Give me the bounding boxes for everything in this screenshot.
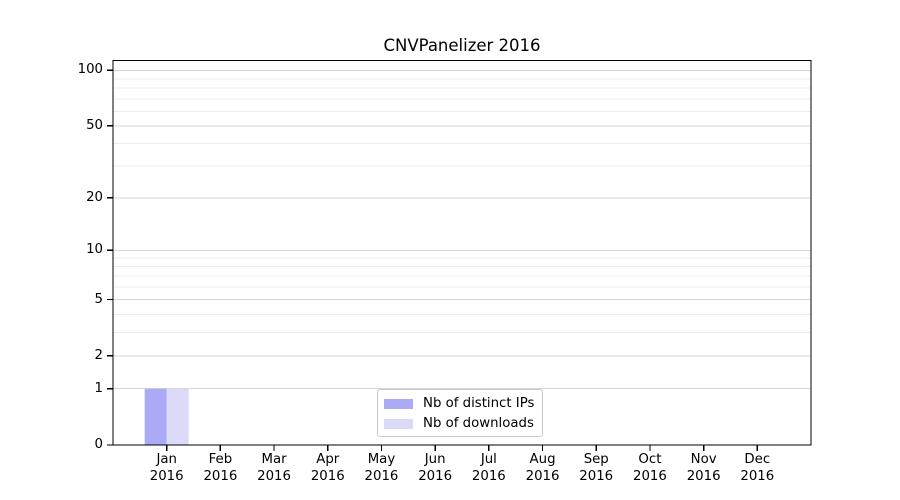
y-tick-label: 5 bbox=[94, 291, 103, 307]
x-tick-label: Oct 2016 bbox=[633, 452, 667, 484]
legend-label-distinct-ips: Nb of distinct IPs bbox=[423, 396, 535, 411]
x-tick-label: Dec 2016 bbox=[740, 452, 775, 484]
x-tick-label: Jul 2016 bbox=[471, 452, 506, 484]
x-tick-label: Aug 2016 bbox=[525, 452, 560, 484]
x-tick-label: Nov 2016 bbox=[686, 452, 721, 484]
bar-distinct-ips bbox=[144, 388, 167, 445]
bar-downloads bbox=[166, 388, 189, 445]
y-tick-label: 10 bbox=[86, 242, 103, 258]
x-tick-label: Jun 2016 bbox=[418, 452, 453, 484]
legend-item-downloads: Nb of downloads bbox=[378, 414, 542, 434]
chart-title: CNVPanelizer 2016 bbox=[383, 36, 541, 55]
x-tick-label: Mar 2016 bbox=[257, 452, 291, 484]
legend-item-distinct-ips: Nb of distinct IPs bbox=[378, 394, 542, 414]
y-tick-label: 1 bbox=[94, 380, 103, 396]
y-tick-label: 20 bbox=[86, 189, 103, 205]
y-tick-label: 2 bbox=[94, 347, 103, 363]
y-tick-label: 0 bbox=[94, 437, 103, 452]
legend-label-downloads: Nb of downloads bbox=[423, 416, 534, 431]
legend-swatch-downloads bbox=[384, 419, 413, 429]
y-tick-label: 100 bbox=[77, 62, 103, 78]
x-tick-label: May 2016 bbox=[364, 452, 399, 484]
legend: Nb of distinct IPs Nb of downloads bbox=[377, 389, 543, 437]
y-tick-label: 50 bbox=[86, 117, 103, 133]
x-tick-label: Apr 2016 bbox=[310, 452, 345, 484]
x-tick-label: Feb 2016 bbox=[203, 452, 238, 484]
x-tick-label: Jan 2016 bbox=[149, 452, 184, 484]
plot-border bbox=[112, 59, 812, 446]
legend-swatch-distinct-ips bbox=[384, 399, 413, 409]
x-tick-label: Sep 2016 bbox=[579, 452, 614, 484]
